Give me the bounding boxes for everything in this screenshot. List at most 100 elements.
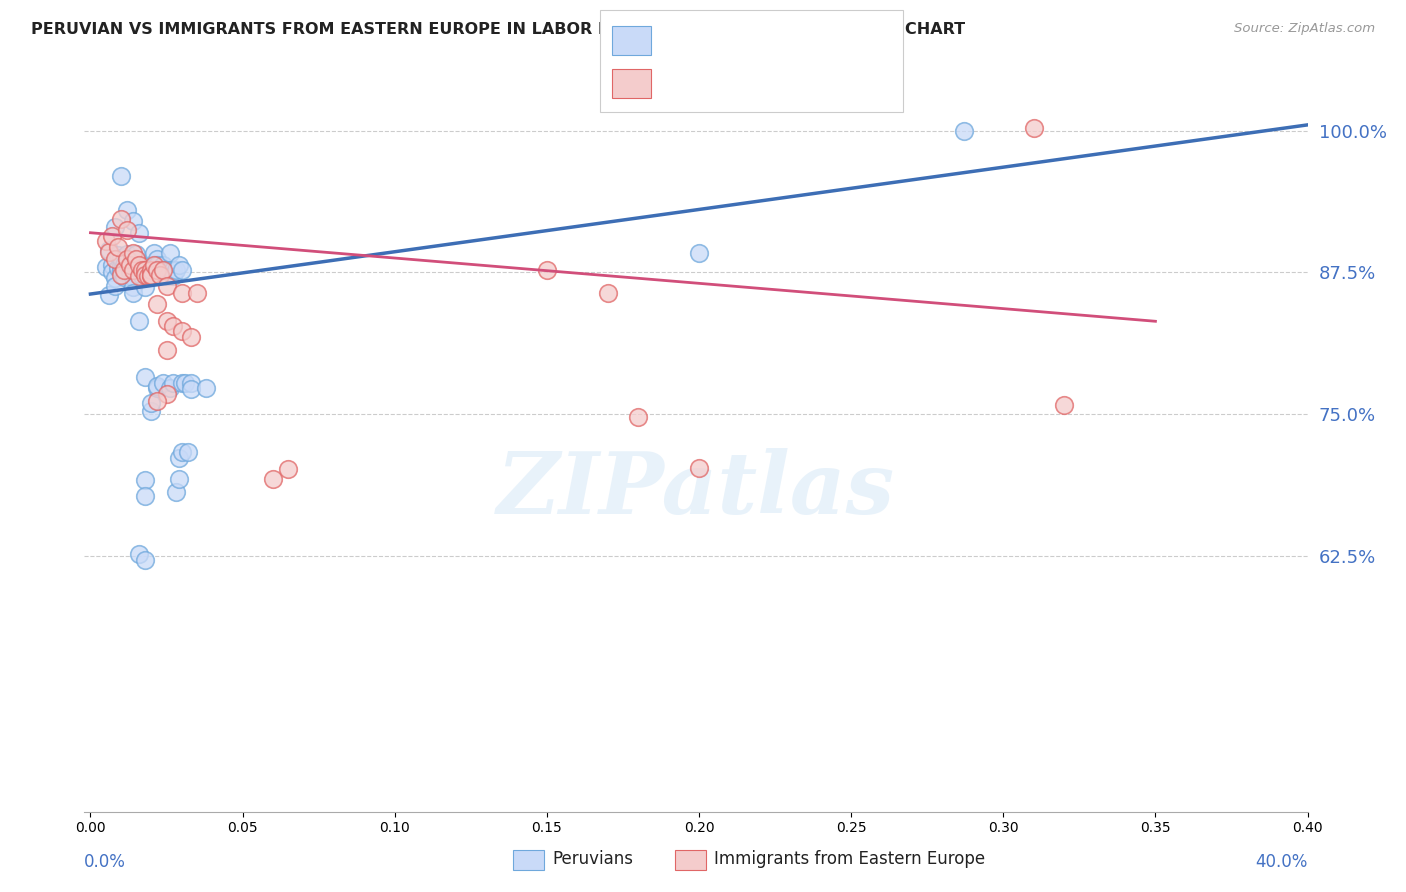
Point	[688, 246, 710, 260]
Point	[141, 268, 163, 283]
Point	[115, 223, 138, 237]
Point	[180, 330, 202, 344]
Point	[180, 376, 202, 390]
Point	[159, 246, 181, 260]
Point	[125, 252, 148, 266]
Point	[112, 263, 135, 277]
Point	[115, 256, 138, 270]
Point	[104, 252, 127, 266]
Point	[122, 246, 145, 260]
Point	[97, 243, 120, 257]
Point	[141, 268, 163, 282]
Point	[112, 270, 135, 285]
Point	[110, 268, 132, 282]
Point	[1053, 398, 1076, 412]
Point	[134, 370, 156, 384]
Point	[688, 460, 710, 475]
Point	[141, 263, 163, 277]
Point	[155, 279, 177, 293]
Point	[262, 472, 284, 486]
Point	[118, 260, 141, 274]
Point	[118, 265, 141, 279]
Text: ZIPatlas: ZIPatlas	[496, 448, 896, 532]
Point	[149, 268, 172, 282]
Point	[94, 234, 117, 248]
Point	[128, 547, 150, 561]
Point	[152, 258, 174, 272]
Point	[110, 259, 132, 273]
Point	[131, 268, 153, 283]
Point	[159, 381, 181, 395]
Point	[165, 263, 187, 277]
Point	[104, 271, 127, 285]
Point	[152, 263, 174, 277]
Point	[146, 252, 169, 266]
Point	[170, 445, 193, 459]
Point	[110, 264, 132, 278]
Point	[125, 252, 148, 266]
Point	[122, 270, 145, 285]
Point	[596, 285, 619, 300]
Point	[536, 263, 558, 277]
Text: 40.0%: 40.0%	[1256, 853, 1308, 871]
Text: 0.0%: 0.0%	[84, 853, 127, 871]
Point	[165, 484, 187, 499]
Point	[110, 212, 132, 227]
Point	[141, 258, 163, 272]
Point	[128, 259, 150, 273]
Point	[136, 268, 159, 283]
Point	[97, 245, 120, 260]
Point	[128, 226, 150, 240]
Point	[134, 552, 156, 566]
Point	[128, 268, 150, 283]
Point	[146, 393, 169, 408]
Point	[107, 248, 129, 262]
Text: Peruvians: Peruvians	[553, 850, 634, 868]
Point	[134, 268, 156, 282]
Point	[128, 314, 150, 328]
Point	[141, 263, 163, 277]
Point	[97, 288, 120, 302]
Point	[1022, 121, 1045, 136]
Point	[122, 214, 145, 228]
Point	[162, 318, 184, 333]
Point	[170, 376, 193, 390]
Point	[186, 285, 208, 300]
Point	[162, 268, 184, 283]
Point	[100, 229, 122, 244]
Point	[143, 246, 166, 260]
Point	[128, 263, 150, 277]
Point	[149, 268, 172, 283]
Text: R =   0.311   N = 79: R = 0.311 N = 79	[659, 30, 865, 49]
Point	[277, 462, 299, 476]
Point	[155, 387, 177, 401]
Point	[134, 489, 156, 503]
Point	[146, 379, 169, 393]
Point	[118, 258, 141, 272]
Point	[118, 258, 141, 272]
Point	[627, 409, 650, 424]
Point	[170, 285, 193, 300]
Point	[100, 265, 122, 279]
Point	[146, 263, 169, 277]
Text: PERUVIAN VS IMMIGRANTS FROM EASTERN EUROPE IN LABOR FORCE | AGE 25-29 CORRELATIO: PERUVIAN VS IMMIGRANTS FROM EASTERN EURO…	[31, 22, 965, 38]
Point	[122, 280, 145, 294]
Point	[167, 450, 190, 465]
Point	[125, 247, 148, 261]
Point	[177, 445, 200, 459]
Point	[155, 314, 177, 328]
Point	[141, 396, 163, 410]
Point	[170, 325, 193, 339]
Point	[107, 260, 129, 275]
Point	[155, 268, 177, 283]
Point	[134, 263, 156, 277]
Point	[128, 258, 150, 272]
Point	[180, 383, 202, 397]
Text: Immigrants from Eastern Europe: Immigrants from Eastern Europe	[714, 850, 986, 868]
Point	[167, 472, 190, 486]
Point	[134, 280, 156, 294]
Point	[159, 263, 181, 277]
Point	[118, 263, 141, 277]
Point	[110, 169, 132, 183]
Text: R = -0.183   N = 46: R = -0.183 N = 46	[659, 73, 859, 92]
